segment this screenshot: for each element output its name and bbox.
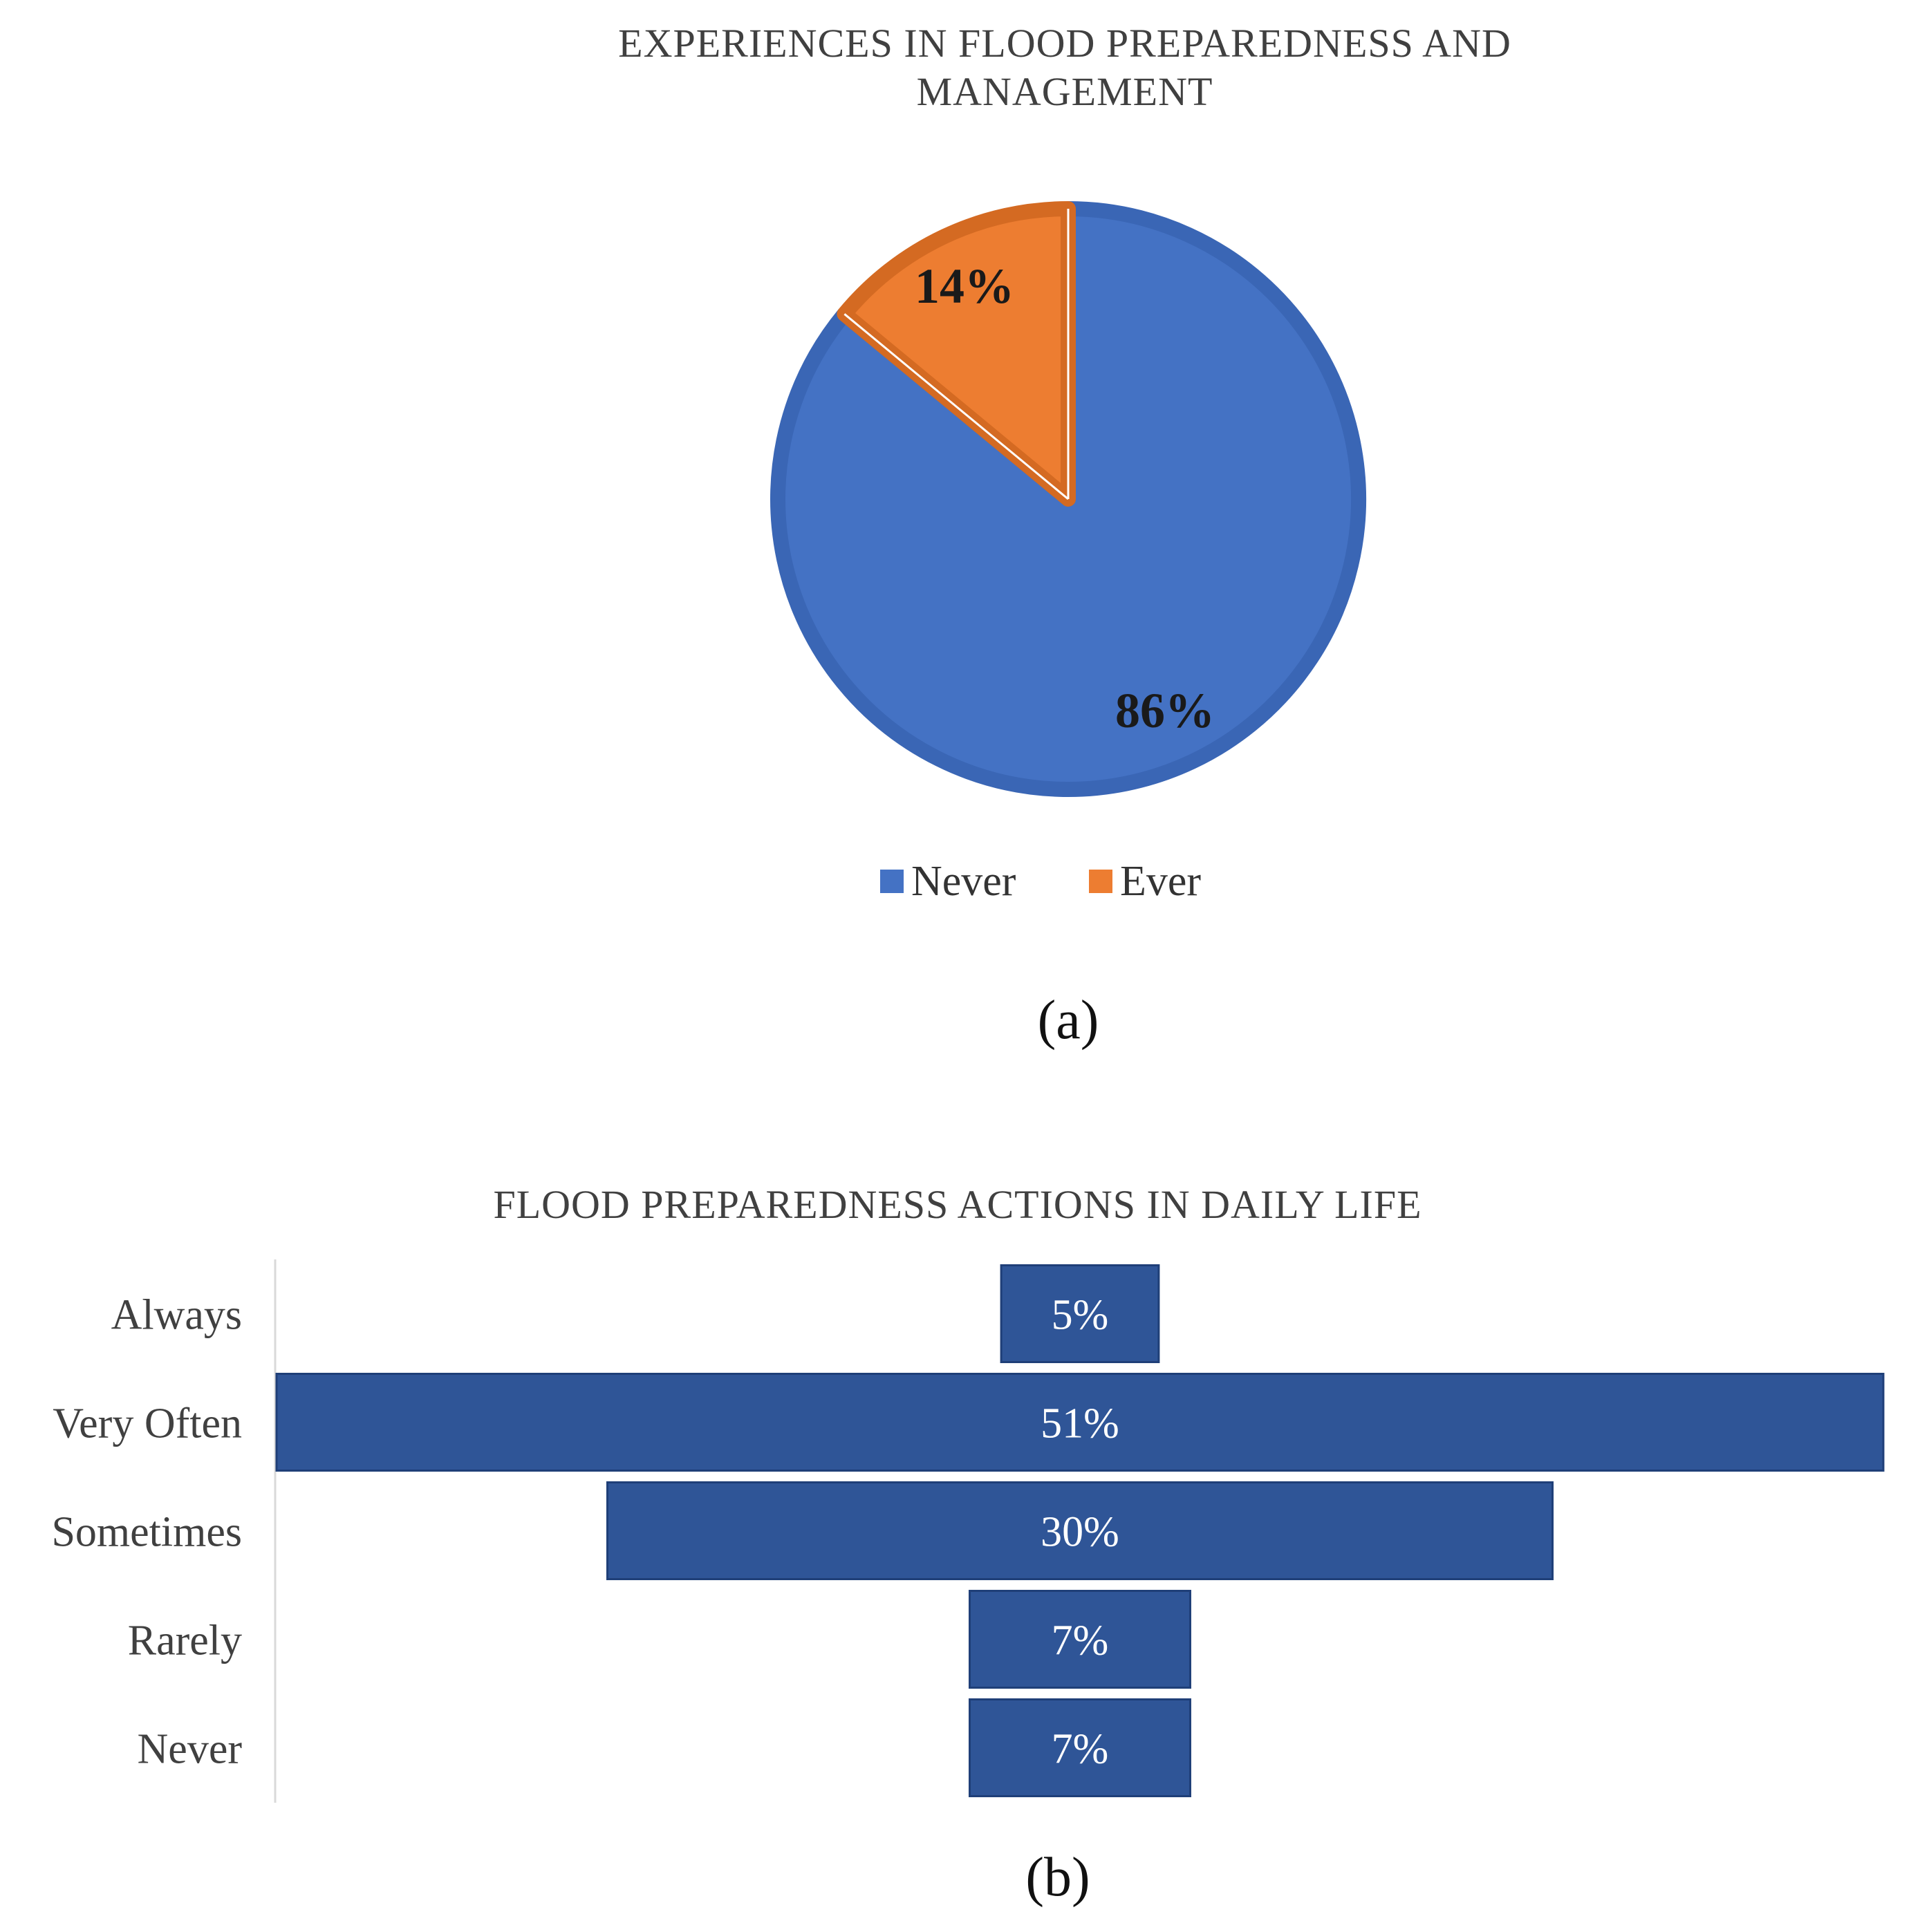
- category-label: Rarely: [128, 1617, 242, 1664]
- category-label: Always: [111, 1292, 242, 1339]
- caption-a: (a): [1038, 990, 1099, 1051]
- category-label: Sometimes: [51, 1509, 242, 1556]
- legend-label-never: Never: [911, 858, 1016, 905]
- bar-always: [1000, 1264, 1160, 1363]
- pie-slices: [770, 201, 1366, 797]
- category-label: Very Often: [53, 1400, 242, 1447]
- bar-title: FLOOD PREPAREDNESS ACTIONS IN DAILY LIFE: [493, 1182, 1421, 1227]
- pie-legend: Never Ever: [880, 858, 1201, 905]
- pie-slice-ever: [837, 201, 1076, 507]
- bar-data-label: 7%: [1052, 1617, 1109, 1664]
- pie-title-line-1: EXPERIENCES IN FLOOD PREPAREDNESS AND: [618, 21, 1511, 66]
- bar-chart: FLOOD PREPAREDNESS ACTIONS IN DAILY LIFE…: [51, 1182, 1885, 1908]
- bar-rows: 5% Always 51% Very Often 30% Sometimes 7% Rarel…: [51, 1264, 1885, 1797]
- pie-title-line-2: MANAGEMENT: [917, 69, 1213, 114]
- category-label: Never: [138, 1726, 243, 1773]
- caption-b: (b): [1025, 1847, 1090, 1908]
- legend-label-ever: Ever: [1120, 858, 1201, 905]
- bar-very-often: [275, 1373, 1885, 1472]
- bar-data-label: 30%: [1041, 1509, 1119, 1556]
- bar-sometimes: [606, 1481, 1554, 1580]
- bar-data-label: 51%: [1041, 1400, 1119, 1447]
- bar-data-label: 5%: [1052, 1292, 1109, 1339]
- bar-data-label: 7%: [1052, 1726, 1109, 1773]
- bar-never: [969, 1698, 1191, 1797]
- legend-swatch-never: [880, 870, 904, 893]
- legend-swatch-ever: [1089, 870, 1112, 893]
- pie-chart: EXPERIENCES IN FLOOD PREPAREDNESS AND MA…: [618, 21, 1511, 1051]
- pie-label-ever: 14%: [915, 259, 1014, 314]
- bar-rarely: [969, 1590, 1191, 1689]
- pie-label-never: 86%: [1115, 683, 1215, 738]
- pie-separator: [843, 313, 1069, 500]
